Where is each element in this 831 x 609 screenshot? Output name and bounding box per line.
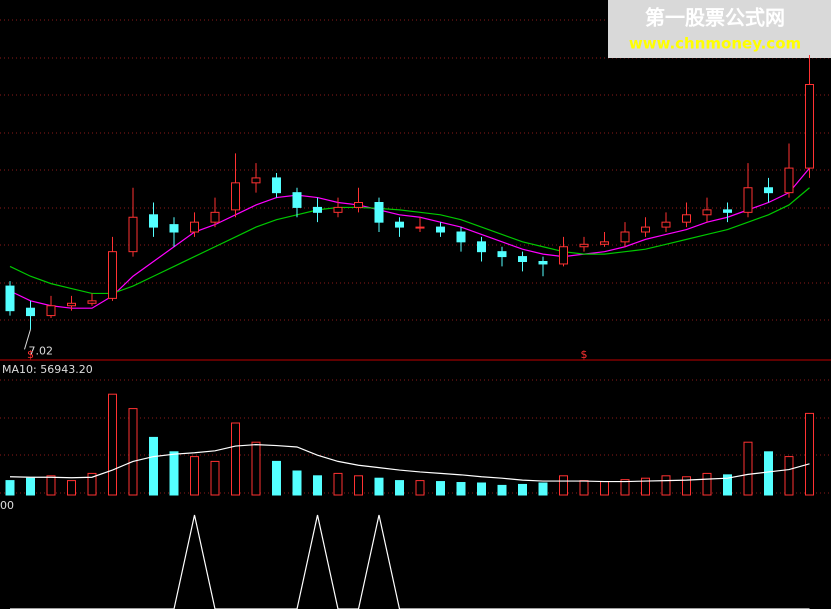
volume-bar: [26, 477, 35, 496]
candle-body: [272, 177, 281, 194]
volume-bar: [67, 480, 76, 496]
candle-body: [764, 187, 773, 194]
moving-average: [9, 187, 810, 295]
volume-bar: [477, 482, 486, 496]
volume-bar: [497, 484, 507, 496]
candle-body: [620, 231, 630, 243]
volume-bar: [559, 475, 568, 496]
candle-body: [538, 261, 548, 265]
candle-body: [723, 209, 732, 213]
volume-bar: [784, 456, 794, 496]
candle-body: [477, 241, 486, 253]
candle-body: [292, 192, 302, 208]
volume-bar: [518, 483, 527, 496]
volume-bar: [723, 474, 732, 496]
candle-body: [743, 187, 753, 213]
candle-body: [231, 182, 240, 211]
volume-ma: [9, 443, 810, 483]
volume-bar: [743, 441, 753, 496]
candle-body: [497, 251, 507, 258]
volume-bar: [292, 470, 302, 496]
candle-body: [333, 206, 343, 213]
volume-bar: [374, 477, 384, 496]
candle-body: [805, 84, 814, 169]
volume-bar: [46, 475, 56, 496]
volume-bar: [538, 482, 548, 496]
volume-bar: [272, 460, 281, 496]
volume-bar: [764, 451, 773, 496]
candle-body: [702, 209, 712, 216]
volume-bar: [620, 479, 630, 496]
volume-bar: [415, 480, 425, 496]
volume-bar: [702, 472, 712, 496]
volume-bar: [313, 475, 322, 496]
candle-body: [87, 300, 97, 304]
volume-bar: [5, 480, 15, 496]
volume-bar: [210, 460, 220, 496]
volume-bar: [395, 480, 404, 496]
volume-bar: [231, 422, 240, 496]
candle-body: [67, 302, 76, 307]
candle-body: [682, 214, 691, 223]
candle-body: [313, 206, 322, 213]
volume-bar: [108, 393, 117, 496]
candle-body: [784, 167, 794, 194]
volume-bar: [456, 482, 466, 496]
volume-bar: [149, 436, 158, 496]
candle-body: [169, 224, 179, 233]
volume-bar: [661, 475, 671, 496]
signal-marker: $: [581, 348, 588, 361]
volume-bar: [805, 412, 814, 496]
candle-body: [210, 211, 220, 223]
candle-body: [579, 243, 589, 248]
candle-body: [395, 221, 404, 228]
low-label: 7.02: [29, 344, 54, 357]
volume-bar: [579, 480, 589, 496]
volume-bar: [600, 481, 609, 496]
candle-body: [600, 241, 609, 245]
candle-body: [559, 246, 568, 265]
volume-bar: [190, 456, 199, 496]
volume-bar: [87, 472, 97, 496]
candle-body: [5, 285, 15, 312]
volume-label: MA10: 56943.20: [2, 363, 93, 376]
low-pointer: [24, 329, 31, 350]
candle-body: [661, 221, 671, 228]
volume-bar: [333, 472, 343, 496]
candle-body: [641, 226, 650, 233]
moving-average: [9, 167, 810, 309]
candle-body: [456, 231, 466, 243]
volume-bar: [251, 441, 261, 496]
watermark-box: [608, 0, 831, 58]
watermark-url: www.chnmoney.com: [629, 35, 801, 53]
volume-bar: [436, 481, 445, 496]
candle-body: [518, 256, 527, 263]
volume-bar: [641, 477, 650, 496]
volume-bar: [169, 451, 179, 496]
watermark-title: 第一股票公式网: [645, 6, 785, 30]
candle-body: [149, 214, 158, 228]
volume-bar: [682, 476, 691, 496]
candle-body: [128, 216, 138, 253]
candle-body: [108, 251, 117, 299]
volume-bar: [354, 475, 363, 496]
candle-body: [26, 307, 35, 317]
indicator-label: 00: [0, 499, 14, 512]
signal-marker: $: [27, 348, 34, 361]
candle-body: [251, 177, 261, 184]
candle-body: [436, 226, 445, 233]
candle-body: [46, 305, 56, 317]
volume-bar: [128, 408, 138, 496]
candle-body: [415, 226, 425, 229]
candle-body: [374, 202, 384, 223]
candle-body: [354, 202, 363, 208]
candle-body: [190, 221, 199, 233]
